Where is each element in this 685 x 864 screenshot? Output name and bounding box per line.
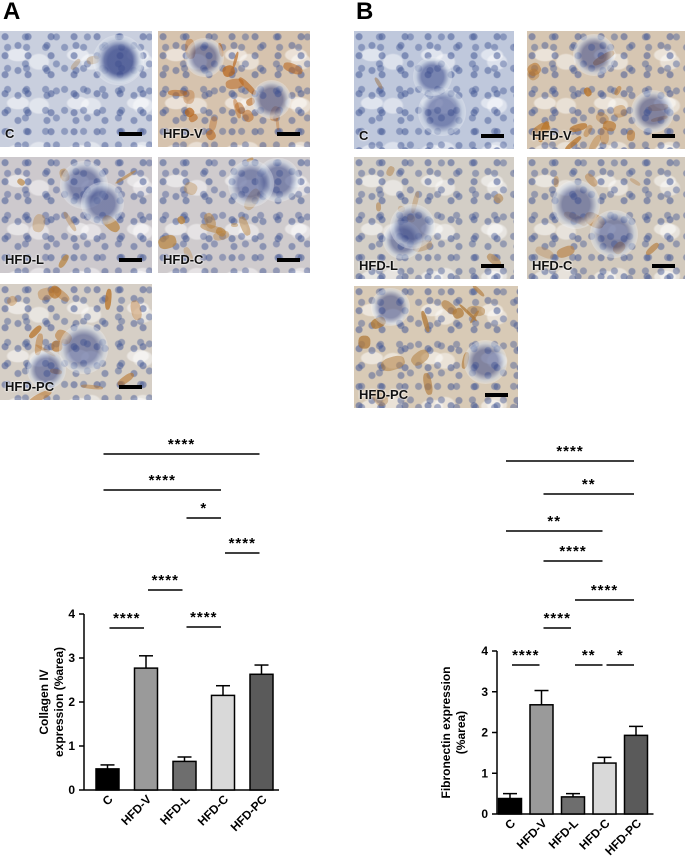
x-tick-label: HFD-V (118, 792, 154, 828)
micrograph-label: HFD-L (359, 258, 398, 273)
glomerulus (551, 179, 601, 229)
micrograph-b-hfd-pc: HFD-PC (354, 286, 518, 408)
y-tick-label: 3 (68, 651, 75, 665)
bar (210, 694, 236, 791)
scale-bar (652, 264, 675, 268)
glomerulus (227, 160, 274, 207)
significance-label: **** (149, 472, 176, 489)
x-tick-label: HFD-L (546, 816, 581, 851)
y-axis-label: expression (%area) (52, 647, 66, 757)
y-tick-label: 4 (481, 644, 488, 658)
scale-bar (485, 393, 508, 397)
micrograph-label: HFD-PC (359, 387, 409, 402)
x-tick-label: C (100, 792, 116, 808)
glomerulus (573, 33, 616, 76)
scale-bar (277, 132, 300, 136)
scale-bar (119, 132, 142, 136)
micrograph-a-hfd-c: HFD-C (158, 157, 310, 273)
y-tick-label: 2 (481, 726, 488, 740)
glomerulus (185, 37, 224, 77)
significance-label: **** (556, 443, 583, 460)
scale-bar (481, 134, 504, 138)
glomerulus (93, 34, 144, 86)
scale-bar (481, 264, 504, 268)
micrograph-a-hfd-pc: HFD-PC (0, 284, 152, 400)
bar (249, 673, 274, 791)
scale-bar (277, 258, 300, 262)
glomerulus (631, 89, 675, 134)
y-tick-label: 1 (68, 739, 75, 753)
y-tick-label: 4 (68, 607, 75, 621)
significance-label: * (617, 647, 624, 664)
panel-b-letter: B (356, 0, 374, 25)
micrograph-a-hfd-v: HFD-V (158, 31, 310, 147)
glomerulus (58, 324, 109, 374)
micrograph-label: HFD-V (163, 126, 203, 141)
x-tick-label: HFD-V (514, 816, 550, 852)
glomerulus (251, 79, 292, 120)
y-axis-label: (%area) (454, 711, 468, 754)
significance-label: ** (582, 647, 596, 664)
micrograph-b-hfd-l: HFD-L (354, 157, 514, 279)
y-tick-label: 2 (68, 695, 75, 709)
y-tick-label: 3 (481, 685, 488, 699)
significance-label: **** (512, 647, 539, 664)
y-tick-label: 0 (481, 807, 488, 821)
glomerulus (412, 57, 452, 97)
bar (529, 704, 554, 815)
stain-deposit (230, 222, 238, 228)
micrograph-label: HFD-C (163, 252, 204, 267)
bar (172, 760, 197, 791)
y-tick-label: 1 (481, 766, 488, 780)
bar (592, 762, 617, 815)
micrograph-b-hfd-v: HFD-V (527, 31, 685, 149)
significance-label: **** (559, 543, 586, 560)
x-tick-label: HFD-L (157, 792, 192, 827)
micrograph-label: HFD-C (532, 258, 573, 273)
significance-label: ** (582, 476, 596, 493)
bar (133, 667, 159, 791)
glomerulus (371, 287, 410, 326)
scale-bar (652, 134, 675, 138)
micrograph-label: C (359, 128, 369, 143)
micrograph-label: C (5, 126, 15, 141)
x-tick-label: C (502, 816, 518, 832)
y-axis-label: Fibronectin expression (439, 666, 453, 798)
scale-bar (119, 258, 142, 262)
significance-label: **** (113, 610, 140, 627)
significance-label: **** (168, 436, 195, 453)
bar (95, 768, 120, 791)
glomerulus (389, 203, 436, 250)
micrograph-b-control: C (354, 31, 514, 149)
glomerulus (81, 181, 125, 225)
panel-a-letter: A (3, 0, 21, 25)
significance-label: **** (544, 610, 571, 627)
glomerulus (418, 87, 467, 136)
significance-label: **** (229, 535, 256, 552)
micrograph-label: HFD-PC (5, 379, 55, 394)
glomerulus (590, 210, 639, 259)
significance-label: **** (190, 609, 217, 626)
bar (623, 734, 649, 815)
y-axis-label: Collagen IV (37, 669, 51, 734)
y-tick-label: 0 (68, 783, 75, 797)
micrograph-a-control: C (0, 31, 152, 147)
glomerulus (463, 340, 508, 384)
micrograph-b-hfd-c: HFD-C (527, 157, 685, 279)
significance-label: * (200, 500, 207, 517)
significance-label: ** (547, 513, 561, 530)
x-tick-label: HFD-C (195, 792, 232, 829)
significance-label: **** (152, 572, 179, 589)
micrograph-label: HFD-L (5, 252, 44, 267)
x-tick-label: HFD-PC (228, 792, 270, 834)
significance-label: **** (591, 582, 618, 599)
micrograph-a-hfd-l: HFD-L (0, 157, 152, 273)
micrograph-label: HFD-V (532, 128, 572, 143)
bar (560, 796, 586, 815)
scale-bar (119, 385, 142, 389)
bar (497, 797, 523, 815)
